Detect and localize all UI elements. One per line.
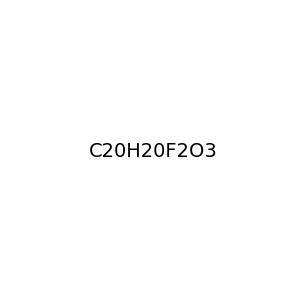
Text: C20H20F2O3: C20H20F2O3 xyxy=(89,142,218,161)
